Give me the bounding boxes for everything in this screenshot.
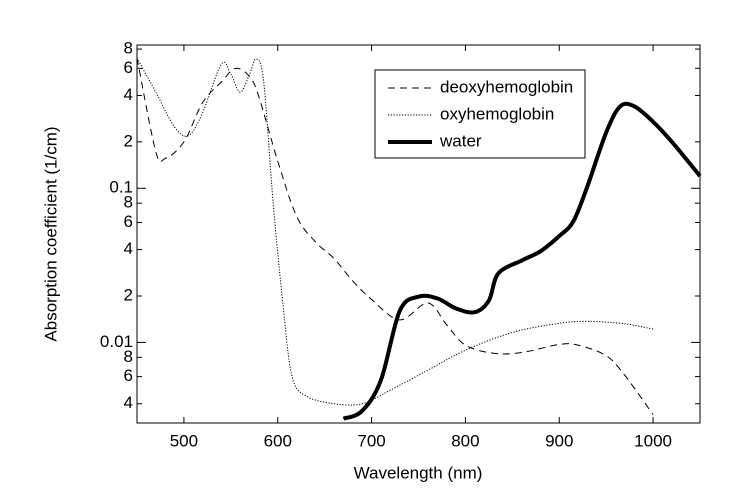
x-axis-label: Wavelength (nm) — [354, 463, 483, 482]
x-tick-label: 600 — [264, 431, 292, 450]
x-tick-label: 500 — [170, 431, 198, 450]
y-axis-label: Absorption coefficient (1/cm) — [41, 126, 60, 341]
legend-label: water — [439, 131, 482, 150]
legend-label: oxyhemoglobin — [440, 104, 554, 123]
y-tick-label: 8 — [124, 39, 133, 58]
y-tick-label: 4 — [124, 239, 133, 258]
y-tick-label: 4 — [124, 393, 133, 412]
x-tick-label: 800 — [451, 431, 479, 450]
y-tick-label: 0.1 — [109, 178, 133, 197]
legend-label: deoxyhemoglobin — [440, 77, 573, 96]
x-tick-label: 900 — [545, 431, 573, 450]
y-tick-label: 2 — [124, 131, 133, 150]
series-line — [342, 101, 702, 421]
y-tick-label: 6 — [124, 366, 133, 385]
series-line — [136, 57, 654, 415]
y-tick-label: 6 — [124, 58, 133, 77]
y-tick-label: 8 — [124, 193, 133, 212]
y-tick-label: 8 — [124, 347, 133, 366]
y-tick-label: 0.01 — [100, 332, 133, 351]
series-line — [136, 57, 654, 406]
x-tick-label: 700 — [357, 431, 385, 450]
plot-frame — [136, 44, 701, 424]
y-tick-label: 6 — [124, 212, 133, 231]
x-tick-label: 1000 — [634, 431, 672, 450]
y-tick-label: 4 — [124, 85, 133, 104]
y-tick-label: 2 — [124, 285, 133, 304]
